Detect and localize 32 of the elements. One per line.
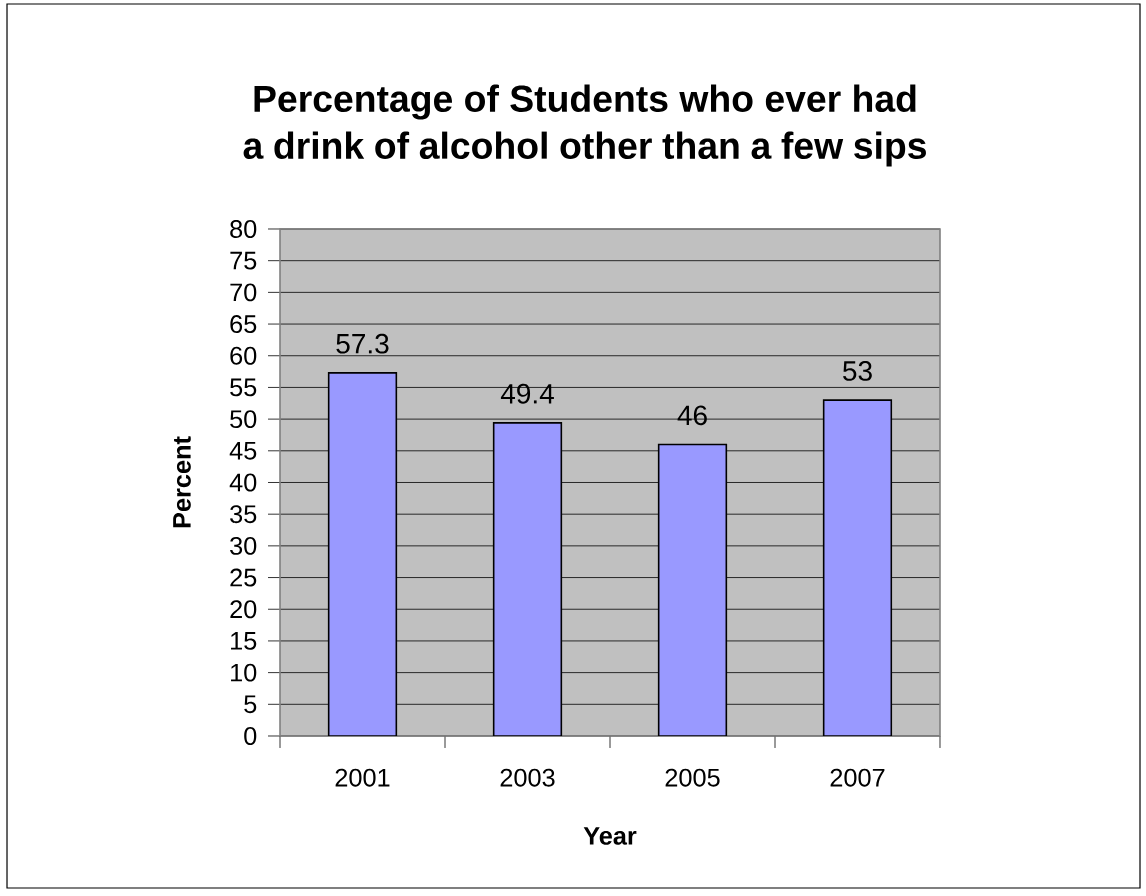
data-label: 57.3 [336, 333, 389, 354]
y-tick-label: 35 [230, 505, 257, 524]
y-tick-label: 60 [230, 346, 257, 365]
x-tick-label: 2007 [830, 768, 885, 787]
y-tick-label: 5 [244, 695, 257, 714]
bar [327, 372, 398, 736]
y-tick-label: 80 [230, 220, 257, 238]
y-tick-label: 65 [230, 315, 257, 334]
data-label: 53 [843, 361, 872, 381]
y-tick-label: 20 [230, 600, 257, 619]
y-tick-label: 50 [230, 410, 257, 429]
bar [822, 399, 893, 736]
y-tick-label: 15 [231, 632, 257, 650]
x-tick-label: 2001 [335, 768, 390, 787]
y-tick-label: 45 [229, 441, 257, 460]
x-axis-title: Year [583, 827, 637, 845]
bar [657, 443, 728, 736]
y-tick-label: 75 [230, 251, 257, 270]
y-tick-label: 25 [230, 568, 257, 587]
y-tick-label: 70 [230, 283, 257, 302]
chart-title: Percentage of Students who ever had a drink of alcohol other than a few sips [243, 84, 926, 167]
data-label: 49.4 [500, 383, 554, 404]
y-tick-label: 40 [229, 473, 257, 492]
y-tick-label: 10 [231, 663, 257, 682]
x-tick-label: 2003 [500, 768, 555, 787]
y-axis-title: Percent [173, 436, 191, 528]
x-tick-label: 2005 [665, 768, 720, 787]
y-tick-label: 55 [230, 378, 257, 397]
y-tick-label: 0 [244, 727, 257, 745]
bar [492, 422, 563, 736]
data-label: 46 [677, 405, 707, 426]
y-tick-label: 30 [230, 536, 257, 555]
